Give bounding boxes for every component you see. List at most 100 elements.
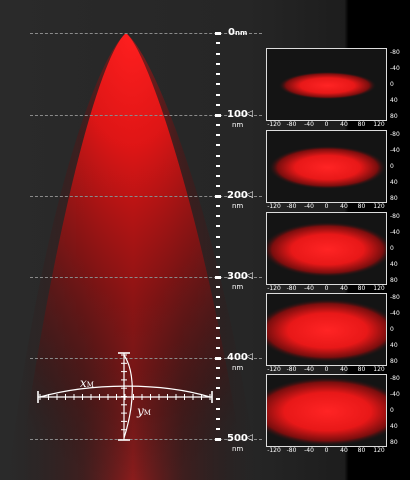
- panel-y-tick-label: -80: [390, 294, 400, 301]
- x-axis-label: xM: [80, 376, 94, 390]
- panel-x-tick-label: 0: [324, 121, 329, 128]
- panel-y-tick-label: -80: [390, 213, 400, 220]
- scale-tick: [216, 144, 220, 147]
- scale-tick: [216, 225, 220, 228]
- panel-x-tick-label: 40: [340, 121, 348, 128]
- scale-tick: [216, 184, 220, 187]
- panel-x-tick-label: 80: [357, 121, 366, 128]
- pointer-triangle-icon: ◁: [246, 190, 253, 200]
- panel-y-tick-label: 0: [390, 81, 394, 88]
- panel-y-tick-label: -40: [390, 65, 400, 72]
- scale-tick: [216, 427, 220, 430]
- scale-tick: [216, 367, 220, 370]
- panel-x-tick-label: 120: [373, 447, 385, 454]
- beam-core: [18, 33, 245, 480]
- panel-y-tick-label: 0: [390, 326, 394, 333]
- panel-x-tick-label: 0: [324, 285, 329, 292]
- panel-x-tick-label: 0: [324, 366, 329, 373]
- panel-y-tick-label: 0: [390, 407, 394, 414]
- panel-x-tick-label: -80: [286, 203, 297, 210]
- cross-section-panel: [266, 293, 387, 366]
- panel-x-tick-label: 120: [373, 285, 385, 292]
- panel-x-tick-label: 80: [357, 447, 366, 454]
- beam-spot: [267, 213, 386, 284]
- distance-label: 0nm: [228, 28, 247, 38]
- y-axis-label: yM: [137, 404, 151, 418]
- scale-major-tick: [215, 356, 221, 360]
- distance-unit: nm: [232, 364, 244, 372]
- scale-tick: [216, 377, 220, 380]
- scale-tick: [216, 52, 220, 55]
- panel-x-tick-label: 120: [373, 121, 385, 128]
- pointer-triangle-icon: ◁: [246, 109, 253, 119]
- panel-y-tick-label: 80: [390, 277, 398, 284]
- reference-line: [30, 277, 262, 278]
- scale-major-tick: [215, 437, 221, 441]
- scale-tick: [216, 387, 220, 390]
- panel-x-tick-label: -40: [304, 121, 314, 128]
- beam-spot: [267, 49, 386, 120]
- panel-x-tick-label: -120: [267, 366, 281, 373]
- panel-y-tick-label: 80: [390, 439, 398, 446]
- panel-x-tick-label: -120: [267, 203, 281, 210]
- distance-unit: nm: [232, 202, 244, 210]
- scale-tick: [216, 164, 220, 167]
- panel-x-tick-label: 120: [373, 366, 385, 373]
- scale-tick: [216, 83, 220, 86]
- scale-tick: [216, 103, 220, 106]
- panel-x-tick-label: -40: [304, 285, 314, 292]
- panel-y-tick-label: -40: [390, 310, 400, 317]
- reference-line: [30, 439, 262, 440]
- scale-tick: [216, 245, 220, 248]
- scale-tick: [216, 407, 220, 410]
- distance-value: 0: [228, 27, 235, 38]
- panel-x-tick-label: -40: [304, 203, 314, 210]
- beam-spot: [267, 294, 386, 365]
- distance-label: 300: [227, 271, 248, 282]
- y-axis-curve: [123, 354, 133, 439]
- scale-tick: [216, 62, 220, 65]
- beam-spot: [267, 375, 386, 446]
- panel-y-tick-label: -80: [390, 131, 400, 138]
- panel-y-tick-label: 40: [390, 97, 398, 104]
- cross-section-panel: [266, 48, 387, 121]
- scale-tick: [216, 215, 220, 218]
- panel-x-tick-label: 40: [340, 203, 348, 210]
- panel-x-tick-label: 80: [357, 366, 366, 373]
- distance-unit: nm: [234, 29, 248, 37]
- reference-line: [30, 358, 262, 359]
- panel-x-tick-label: -80: [286, 447, 297, 454]
- scale-tick: [216, 397, 220, 400]
- panel-y-tick-label: -80: [390, 375, 400, 382]
- panel-y-tick-label: 0: [390, 245, 394, 252]
- scale-tick: [216, 134, 220, 137]
- panel-x-tick-label: -40: [304, 366, 314, 373]
- panel-x-tick-label: 40: [340, 285, 348, 292]
- panel-x-tick-label: -120: [267, 285, 281, 292]
- panel-y-tick-label: -40: [390, 391, 400, 398]
- panel-y-tick-label: 40: [390, 261, 398, 268]
- scale-major-tick: [215, 31, 221, 35]
- scale-tick: [216, 265, 220, 268]
- panel-y-tick-label: 40: [390, 342, 398, 349]
- pointer-triangle-icon: ◁: [246, 271, 253, 281]
- panel-y-tick-label: 80: [390, 195, 398, 202]
- cross-section-panel: [266, 374, 387, 447]
- scale-major-tick: [215, 194, 221, 198]
- distance-label: 200: [227, 190, 248, 201]
- distance-label: 500: [227, 433, 248, 444]
- scale-tick: [216, 124, 220, 127]
- panel-x-tick-label: 120: [373, 203, 385, 210]
- panel-y-tick-label: -40: [390, 229, 400, 236]
- panel-y-tick-label: 40: [390, 423, 398, 430]
- cross-section-panel: [266, 212, 387, 285]
- panel-x-tick-label: -80: [286, 285, 297, 292]
- panel-x-tick-label: 40: [340, 447, 348, 454]
- scale-tick: [216, 174, 220, 177]
- distance-unit: nm: [232, 121, 244, 129]
- distance-label: 100: [227, 109, 248, 120]
- pointer-triangle-icon: ◁: [246, 352, 253, 362]
- scale-tick: [216, 205, 220, 208]
